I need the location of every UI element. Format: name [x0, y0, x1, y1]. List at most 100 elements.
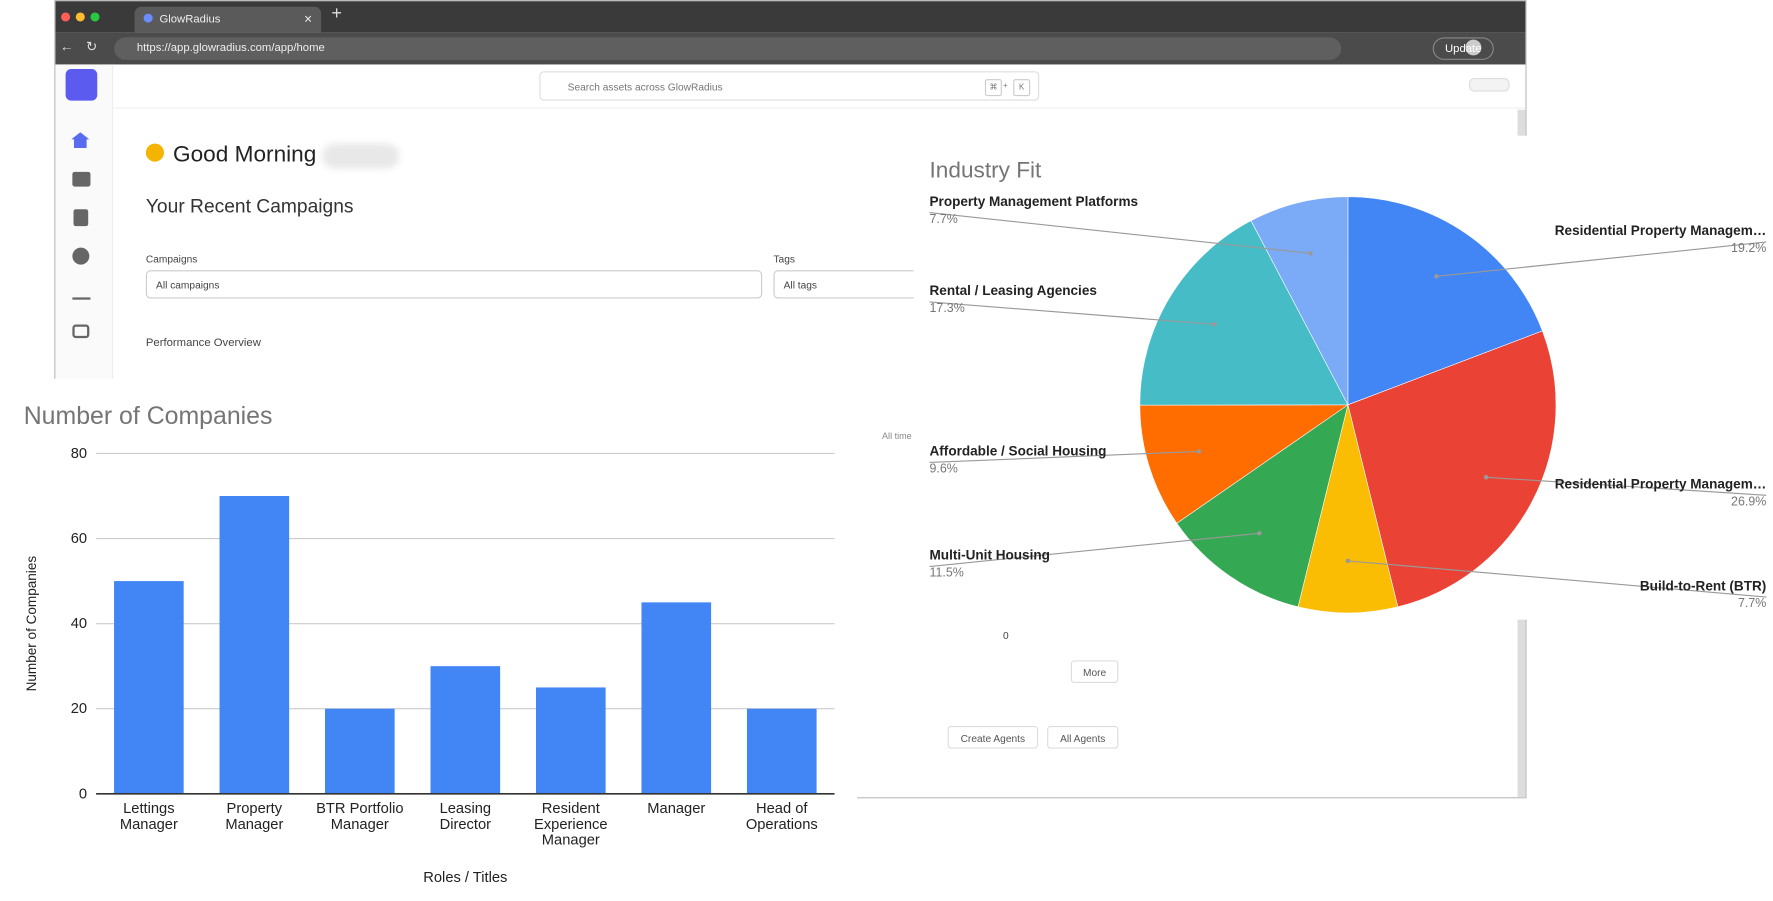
leader-dot — [1345, 558, 1351, 564]
update-label: Update — [1445, 42, 1482, 56]
bar — [746, 708, 817, 794]
select-value: All tags — [783, 279, 818, 291]
x-tick-label: Resident Experience Manager — [534, 799, 608, 849]
bolt-icon[interactable] — [72, 247, 90, 265]
create-agents-button[interactable]: Create Agents — [947, 725, 1039, 749]
leader-dot — [1257, 531, 1262, 536]
new-tab[interactable]: + — [331, 4, 342, 24]
chart-title: Number of Companies — [24, 402, 273, 430]
min-dot[interactable] — [75, 12, 85, 22]
x-axis-title: Roles / Titles — [423, 870, 507, 886]
leader-dot — [1212, 322, 1217, 327]
campaign-select[interactable]: All campaigns — [145, 270, 763, 299]
x-tick-label: Property Manager — [225, 799, 284, 833]
sun-icon — [145, 143, 164, 162]
blurred-name — [322, 143, 400, 169]
reload[interactable]: ↻ — [85, 38, 98, 55]
pie-chart-svg: Industry Fit Residential Property Managem… — [929, 158, 1767, 614]
tab[interactable]: GlowRadius × — [134, 6, 322, 33]
chart-title: Industry Fit — [930, 158, 1043, 183]
leader-line — [929, 212, 1311, 254]
doc-icon[interactable] — [73, 209, 89, 227]
table-icon[interactable] — [72, 171, 91, 187]
pie-slice — [1176, 404, 1349, 608]
kbd-plus: + — [1003, 82, 1008, 91]
kbd: K — [1013, 79, 1031, 97]
slice-label: Build-to-Rent (BTR) — [1640, 578, 1766, 593]
tab-title: GlowRadius — [159, 13, 221, 27]
slice-value-label: 7.7% — [1738, 596, 1766, 610]
slice-value-label: 9.6% — [930, 462, 958, 476]
y-tick-label: 40 — [71, 616, 87, 632]
button-label: All Agents — [1060, 732, 1106, 745]
y-axis-title: Number of Companies — [24, 556, 39, 692]
slice-label: Residential Property Managem… — [1555, 477, 1767, 492]
update-button[interactable]: Update — [1432, 37, 1494, 60]
performance-title: Performance Overview — [145, 336, 261, 350]
slice-value-label: 19.2% — [1731, 241, 1766, 255]
avatar[interactable] — [1465, 39, 1482, 56]
y-tick-label: 0 — [79, 786, 87, 802]
slice-label: Affordable / Social Housing — [930, 444, 1107, 459]
leader-line — [1436, 241, 1767, 277]
pie-slice — [1297, 404, 1399, 614]
slice-label: Rental / Leasing Agencies — [930, 283, 1097, 298]
close-dot[interactable] — [61, 12, 71, 22]
plug-icon[interactable] — [72, 324, 90, 339]
pie-slice — [1347, 330, 1557, 608]
search-placeholder: Search assets across GlowRadius — [567, 81, 723, 93]
pie-slice — [1250, 196, 1349, 405]
home-icon[interactable] — [71, 132, 90, 149]
leader-dot — [1483, 475, 1489, 480]
x-tick-label: Leasing Director — [439, 799, 492, 833]
favicon — [143, 13, 153, 23]
leader-line — [929, 301, 1215, 325]
slice-label: Multi-Unit Housing — [930, 548, 1050, 563]
filter-label: Campaigns — [145, 253, 198, 265]
slice-value-label: 17.3% — [930, 301, 965, 315]
pie-chart: Industry Fit Residential Property Managem… — [913, 135, 1773, 620]
slice-label: Residential Property Managem… — [1555, 223, 1767, 238]
trend-icon[interactable] — [72, 288, 91, 300]
pie-slice — [1139, 404, 1349, 524]
leader-dot — [1308, 251, 1313, 256]
filter-label: Tags — [773, 253, 795, 265]
leader-line — [929, 450, 1200, 464]
x-tick-label: Head of Operations — [745, 799, 818, 833]
kbd: ⌘ — [984, 79, 1002, 97]
search-bar[interactable]: Search assets across GlowRadius ⌘ + K — [539, 71, 1040, 101]
select-value: All campaigns — [156, 279, 220, 291]
header-divider — [111, 107, 1526, 109]
bar-chart-svg: Number of Companies 0 20 40 60 80 Roles / Titl… — [24, 402, 835, 886]
max-dot[interactable] — [90, 12, 100, 22]
bar — [536, 687, 606, 794]
bar — [641, 602, 712, 794]
leader-line — [1347, 560, 1767, 598]
address-bar: ← ↻ https://app.glowradius.com/app/home … — [55, 32, 1526, 65]
pie-slice — [1139, 220, 1349, 406]
bar — [219, 495, 290, 794]
slice-label: Property Management Platforms — [930, 194, 1139, 209]
bar-chart: Number of Companies 0 20 40 60 80 Roles / Titl… — [0, 378, 858, 896]
leader-dot — [1196, 449, 1202, 454]
more-button[interactable]: More — [1070, 660, 1119, 684]
tab-close[interactable]: × — [304, 11, 313, 28]
slice-value-label: 26.9% — [1731, 494, 1766, 508]
x-tick-label: BTR Portfolio Manager — [316, 799, 404, 833]
y-tick-label: 20 — [71, 701, 87, 717]
back[interactable]: ← — [59, 38, 74, 55]
leader-dot — [1434, 274, 1439, 279]
bar — [430, 666, 501, 794]
x-tick-label: Manager — [647, 799, 706, 817]
all-agents-button[interactable]: All Agents — [1047, 725, 1119, 749]
leader-line — [929, 532, 1260, 568]
url-field[interactable]: https://app.glowradius.com/app/home — [114, 37, 1342, 60]
toggle[interactable] — [1468, 78, 1510, 92]
slice-value-label: 7.7% — [930, 212, 958, 226]
greeting: Good Morning — [173, 142, 317, 168]
logo[interactable] — [65, 68, 98, 101]
tab-bar: GlowRadius × + — [55, 1, 1526, 33]
button-label: More — [1083, 667, 1107, 679]
